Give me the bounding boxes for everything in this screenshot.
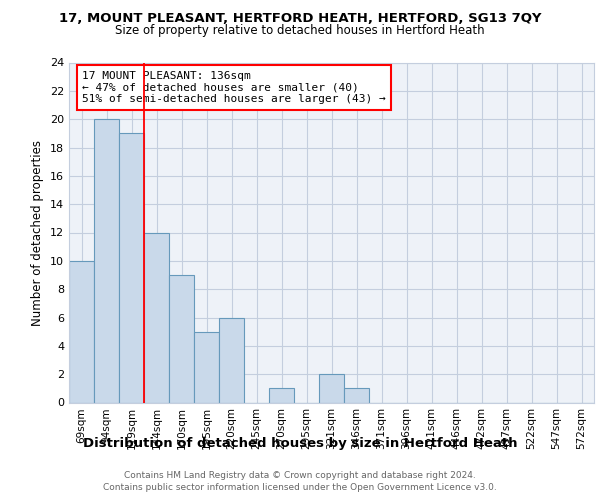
Text: Contains HM Land Registry data © Crown copyright and database right 2024.: Contains HM Land Registry data © Crown c… xyxy=(124,471,476,480)
Bar xyxy=(144,232,169,402)
Text: Contains public sector information licensed under the Open Government Licence v3: Contains public sector information licen… xyxy=(103,482,497,492)
Y-axis label: Number of detached properties: Number of detached properties xyxy=(31,140,44,326)
Bar xyxy=(69,261,94,402)
Text: 17, MOUNT PLEASANT, HERTFORD HEATH, HERTFORD, SG13 7QY: 17, MOUNT PLEASANT, HERTFORD HEATH, HERT… xyxy=(59,12,541,26)
Text: Distribution of detached houses by size in Hertford Heath: Distribution of detached houses by size … xyxy=(83,438,517,450)
Text: Size of property relative to detached houses in Hertford Heath: Size of property relative to detached ho… xyxy=(115,24,485,37)
Bar xyxy=(119,134,144,402)
Bar xyxy=(169,275,194,402)
Bar xyxy=(219,318,244,402)
Bar xyxy=(344,388,369,402)
Bar xyxy=(269,388,294,402)
Bar xyxy=(194,332,219,402)
Text: 17 MOUNT PLEASANT: 136sqm
← 47% of detached houses are smaller (40)
51% of semi-: 17 MOUNT PLEASANT: 136sqm ← 47% of detac… xyxy=(82,71,386,104)
Bar xyxy=(319,374,344,402)
Bar xyxy=(94,119,119,403)
